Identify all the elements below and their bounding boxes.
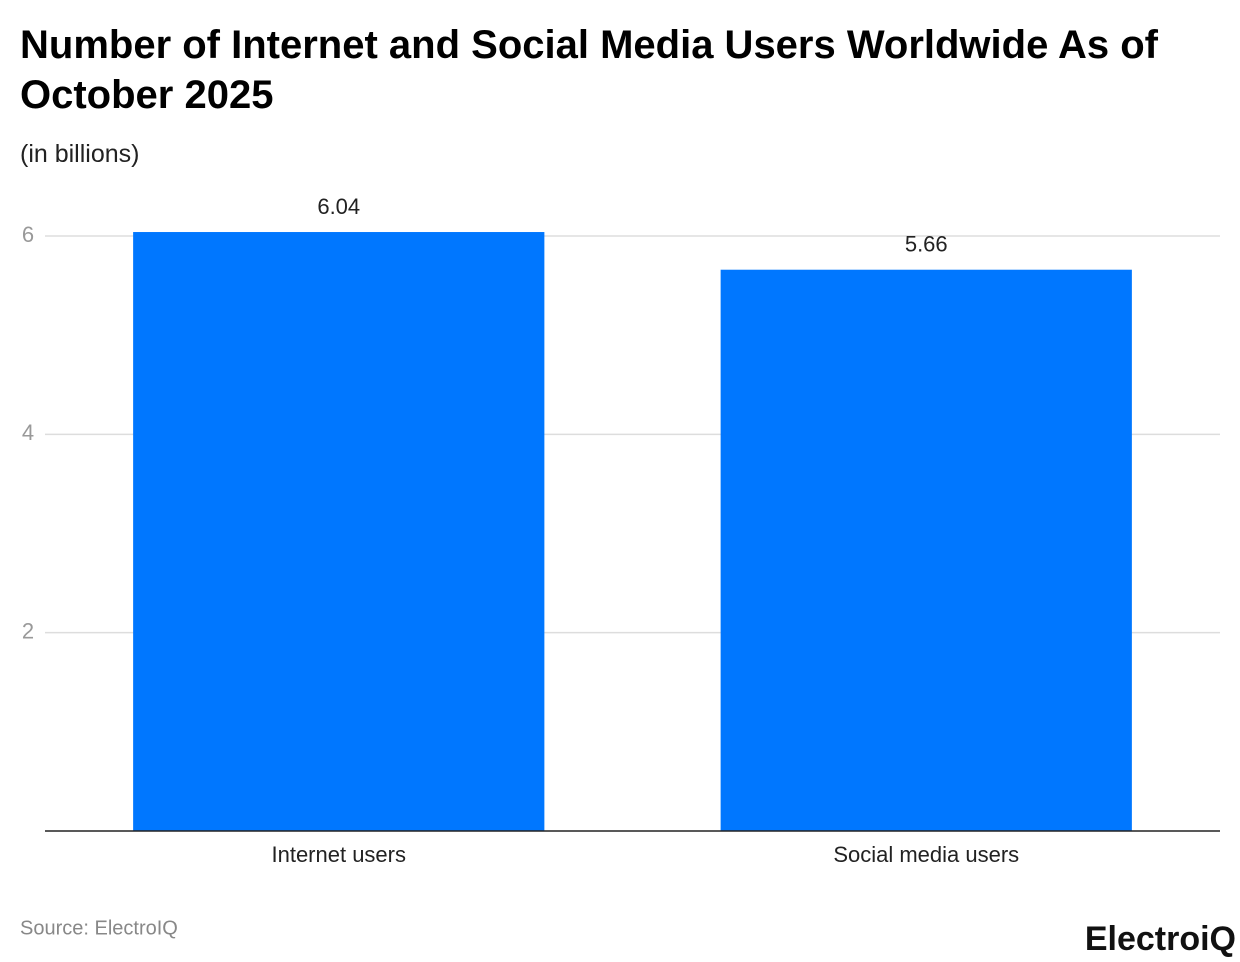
x-tick-label: Social media users	[833, 842, 1019, 867]
y-tick-label: 2	[22, 618, 34, 643]
logo: ElectroiQ	[1085, 920, 1236, 958]
value-label: 5.66	[905, 232, 948, 257]
chart-subtitle: (in billions)	[20, 140, 140, 168]
bar	[720, 269, 1132, 831]
y-tick-label: 6	[22, 222, 34, 247]
y-tick-label: 4	[22, 420, 34, 445]
source: Source: ElectroIQ	[20, 917, 178, 939]
bar	[133, 232, 545, 832]
x-tick-label: Internet users	[271, 842, 406, 867]
value-label: 6.04	[317, 194, 360, 219]
chart-title: Number of Internet and Social Media User…	[20, 23, 1158, 117]
